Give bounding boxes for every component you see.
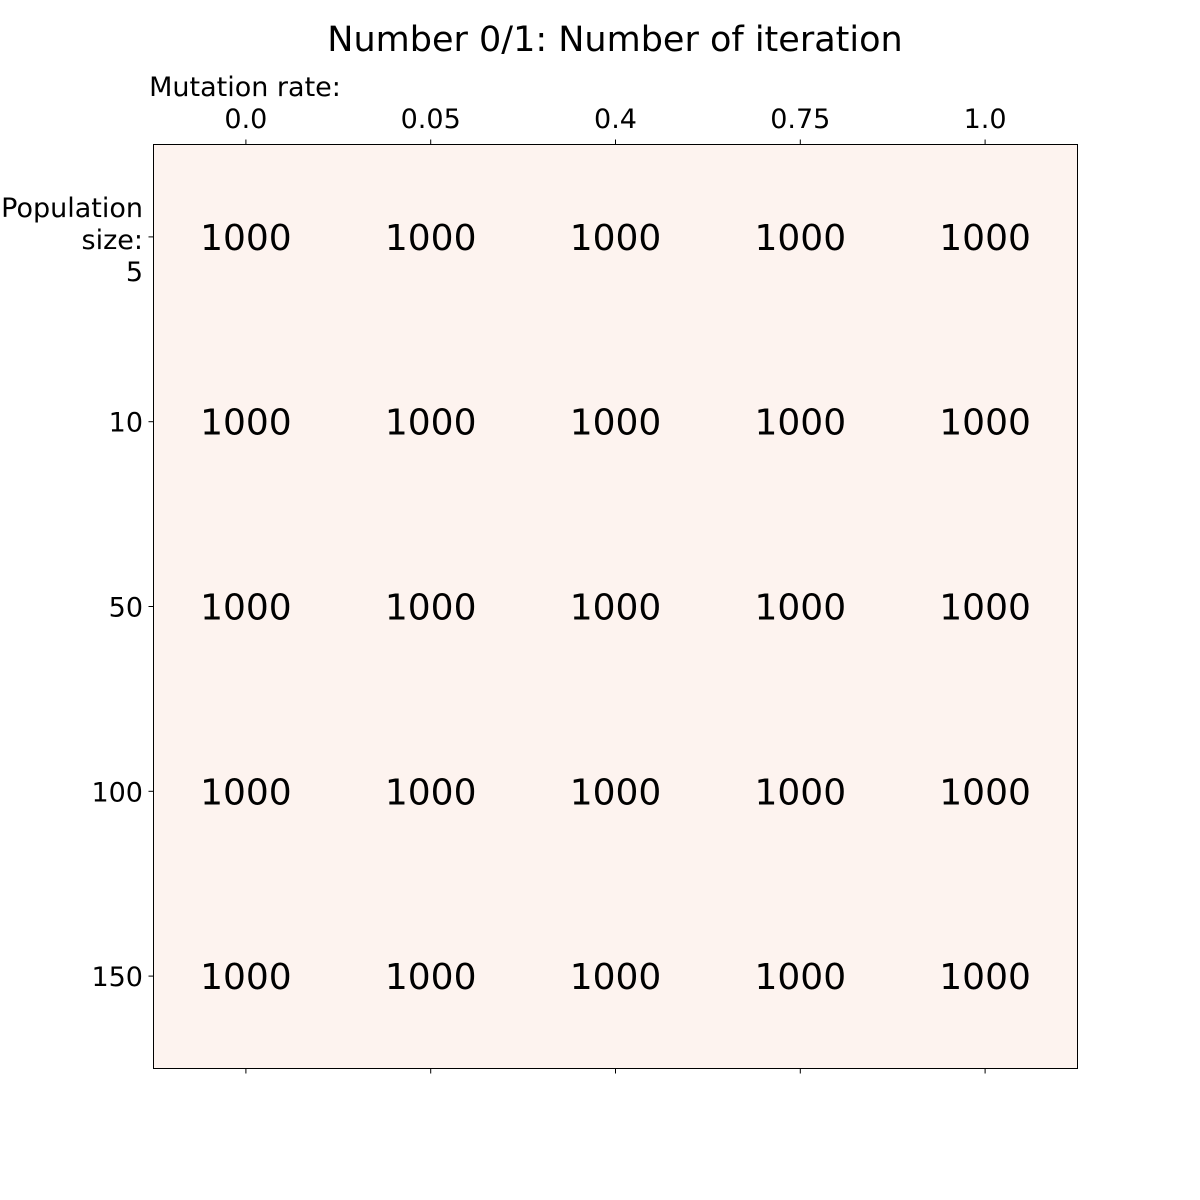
heatmap-cell <box>892 329 1078 515</box>
heatmap-cell <box>338 883 524 1069</box>
heatmap-cell <box>153 329 339 515</box>
cell-value-label: 1000 <box>200 957 292 998</box>
heatmap-cell <box>523 329 708 515</box>
cell-value-labels: 1000 1000 1000 1000 1000 1000 1000 1000 1000 1000… <box>200 218 1031 998</box>
cell-value-label: 1000 <box>754 957 846 998</box>
heatmap-cell <box>523 883 708 1069</box>
heatmap-cells <box>153 144 1078 1069</box>
cell-value-label: 1000 <box>939 957 1031 998</box>
heatmap-cell <box>892 698 1078 884</box>
cell-value-label: 1000 <box>385 772 477 813</box>
heatmap-cell <box>523 144 708 330</box>
cell-value-label: 1000 <box>200 218 292 259</box>
heatmap-cell <box>338 698 524 884</box>
heatmap-cell <box>892 144 1078 330</box>
cell-value-label: 1000 <box>385 218 477 259</box>
x-axis-ticks: 0.0 0.05 0.4 0.75 1.0 <box>224 104 1007 1074</box>
heatmap-cell <box>707 329 893 515</box>
chart-title: Number 0/1: Number of iteration <box>327 20 902 60</box>
y-tick-label: 10 <box>109 408 143 439</box>
heatmap-cell <box>892 514 1078 699</box>
cell-value-label: 1000 <box>385 957 477 998</box>
cell-value-label: 1000 <box>939 218 1031 259</box>
y-tick-label: 5 <box>126 257 143 288</box>
heatmap-cell <box>892 883 1078 1069</box>
heatmap-cell <box>707 144 893 330</box>
x-axis-label: Mutation rate: <box>149 72 341 103</box>
cell-value-label: 1000 <box>385 588 477 629</box>
heatmap-cell <box>338 329 524 515</box>
x-tick-label: 1.0 <box>964 104 1007 135</box>
cell-value-label: 1000 <box>939 588 1031 629</box>
cell-value-label: 1000 <box>200 588 292 629</box>
heatmap-cell <box>153 144 339 330</box>
heatmap-cell <box>338 514 524 699</box>
heatmap-cell <box>523 698 708 884</box>
heatmap-cell <box>707 514 893 699</box>
cell-value-label: 1000 <box>939 403 1031 444</box>
cell-value-label: 1000 <box>570 957 662 998</box>
y-axis-ticks: 5 10 50 100 150 <box>91 236 154 993</box>
x-tick-label: 0.0 <box>224 104 267 135</box>
cell-value-label: 1000 <box>570 772 662 813</box>
cell-value-label: 1000 <box>754 772 846 813</box>
cell-value-label: 1000 <box>754 588 846 629</box>
cell-value-label: 1000 <box>570 218 662 259</box>
heatmap-cell <box>153 883 339 1069</box>
heatmap-cell <box>153 698 339 884</box>
x-tick-label: 0.4 <box>594 104 637 135</box>
y-axis-label-line1: Population <box>1 193 143 224</box>
heatmap-cell <box>523 514 708 699</box>
cell-value-label: 1000 <box>200 403 292 444</box>
cell-value-label: 1000 <box>200 772 292 813</box>
heatmap-cell <box>707 883 893 1069</box>
heatmap-cell <box>707 698 893 884</box>
cell-value-label: 1000 <box>570 403 662 444</box>
cell-value-label: 1000 <box>754 403 846 444</box>
heatmap-cell <box>338 144 524 330</box>
cell-value-label: 1000 <box>939 772 1031 813</box>
cell-value-label: 1000 <box>754 218 846 259</box>
y-axis-label: Population size: <box>1 193 143 256</box>
x-tick-label: 0.75 <box>770 104 830 135</box>
cell-value-label: 1000 <box>570 588 662 629</box>
cell-value-label: 1000 <box>385 403 477 444</box>
y-axis-label-line2: size: <box>82 225 143 256</box>
heatmap-cell <box>153 514 339 699</box>
y-tick-label: 50 <box>109 593 143 624</box>
y-tick-label: 100 <box>91 777 143 808</box>
x-tick-label: 0.05 <box>401 104 461 135</box>
y-tick-label: 150 <box>91 962 143 993</box>
